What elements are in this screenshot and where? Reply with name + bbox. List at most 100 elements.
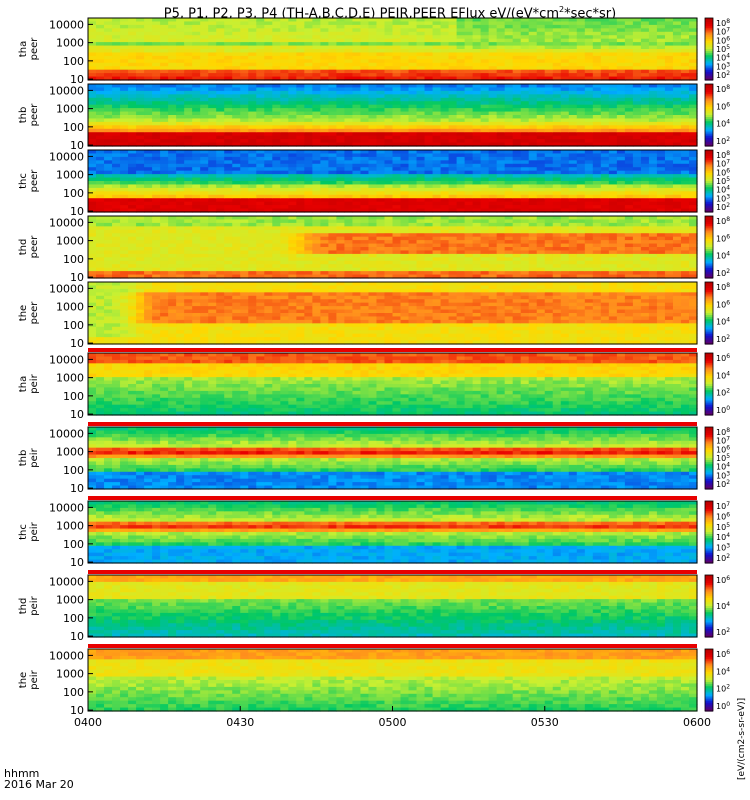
heatmap-cell (264, 69, 273, 74)
heatmap-cell (464, 76, 474, 81)
heatmap-cell (176, 226, 185, 231)
heatmap-cell (296, 222, 305, 227)
heatmap-cell (400, 216, 410, 221)
heatmap-cell (400, 31, 410, 36)
heatmap-cell (472, 201, 482, 206)
heatmap-cell (560, 163, 570, 168)
heatmap-cell (640, 170, 650, 175)
heatmap-cell (584, 49, 594, 54)
heatmap-cell (448, 139, 458, 144)
heatmap-cell (616, 94, 626, 99)
heatmap-cell (672, 128, 682, 133)
heatmap-cell (104, 181, 113, 186)
heatmap-cell (512, 55, 522, 60)
heatmap-cell (152, 240, 161, 245)
heatmap-cell (592, 174, 602, 179)
heatmap-cell (624, 194, 634, 199)
heatmap-cell (368, 128, 378, 133)
heatmap-cell (312, 115, 321, 120)
heatmap-cell (256, 135, 265, 140)
heatmap-cell (360, 59, 370, 64)
heatmap-cell (640, 90, 650, 95)
heatmap-cell (136, 257, 145, 262)
heatmap-cell (392, 139, 402, 144)
heatmap-cell (128, 24, 137, 29)
heatmap-cell (128, 21, 137, 26)
heatmap-cell (616, 62, 626, 67)
heatmap-cell (408, 87, 418, 92)
heatmap-cell (496, 90, 506, 95)
heatmap-cell (336, 42, 346, 47)
heatmap-cell (152, 229, 161, 234)
heatmap-cell (256, 222, 265, 227)
heatmap-cell (336, 264, 346, 269)
heatmap-cell (168, 264, 177, 269)
heatmap-cell (136, 170, 145, 175)
heatmap-cell (328, 226, 337, 231)
heatmap-cell (680, 174, 690, 179)
heatmap-cell (176, 205, 185, 210)
heatmap-cell (496, 101, 506, 106)
heatmap-cell (640, 208, 650, 213)
heatmap-cell (192, 174, 201, 179)
heatmap-cell (184, 260, 193, 265)
heatmap-cell (520, 208, 530, 213)
heatmap-cell (560, 194, 570, 199)
heatmap-cell (160, 194, 169, 199)
heatmap-cell (240, 125, 249, 130)
heatmap-cell (152, 257, 161, 262)
heatmap-cell (200, 135, 209, 140)
heatmap-cell (552, 94, 562, 99)
heatmap-cell (184, 135, 193, 140)
heatmap-cell (264, 156, 273, 161)
heatmap-cell (224, 111, 233, 116)
heatmap-cell (488, 153, 498, 158)
heatmap-cell (568, 90, 578, 95)
heatmap-cell (304, 170, 313, 175)
heatmap-cell (480, 163, 490, 168)
heatmap-cell (400, 59, 410, 64)
heatmap-cell (432, 59, 442, 64)
heatmap-cell (192, 28, 201, 33)
heatmap-cell (376, 24, 386, 29)
heatmap-cell (248, 94, 257, 99)
heatmap-cell (368, 191, 378, 196)
heatmap-cell (592, 84, 602, 89)
heatmap-cell (344, 167, 354, 172)
heatmap-cell (416, 205, 426, 210)
heatmap-cell (432, 84, 442, 89)
heatmap-cell (168, 208, 177, 213)
heatmap-cell (168, 240, 177, 245)
heatmap-cell (616, 184, 626, 189)
heatmap-cell (256, 274, 265, 279)
heatmap-cell (496, 24, 506, 29)
heatmap-cell (296, 35, 305, 40)
heatmap-cell (560, 160, 570, 165)
heatmap-cell (664, 90, 674, 95)
heatmap-cell (392, 177, 402, 182)
heatmap-cell (536, 42, 546, 47)
heatmap-cell (240, 267, 249, 272)
heatmap-cell (248, 170, 257, 175)
heatmap-cell (568, 49, 578, 54)
heatmap-cell (288, 69, 297, 74)
heatmap-cell (424, 76, 434, 81)
heatmap-cell (560, 208, 570, 213)
heatmap-cell (608, 153, 618, 158)
heatmap-cell (504, 18, 514, 23)
heatmap-cell (352, 121, 362, 126)
heatmap-cell (208, 274, 217, 279)
heatmap-cell (568, 69, 578, 74)
heatmap-cell (584, 38, 594, 43)
heatmap-cell (120, 135, 129, 140)
heatmap-cell (264, 247, 273, 252)
heatmap-cell (400, 153, 410, 158)
heatmap-cell (296, 76, 305, 81)
heatmap-cell (440, 150, 450, 155)
heatmap-cell (240, 28, 249, 33)
heatmap-cell (232, 205, 241, 210)
heatmap-cell (120, 76, 129, 81)
heatmap-cell (504, 101, 514, 106)
heatmap-cell (648, 153, 658, 158)
heatmap-cell (336, 28, 346, 33)
